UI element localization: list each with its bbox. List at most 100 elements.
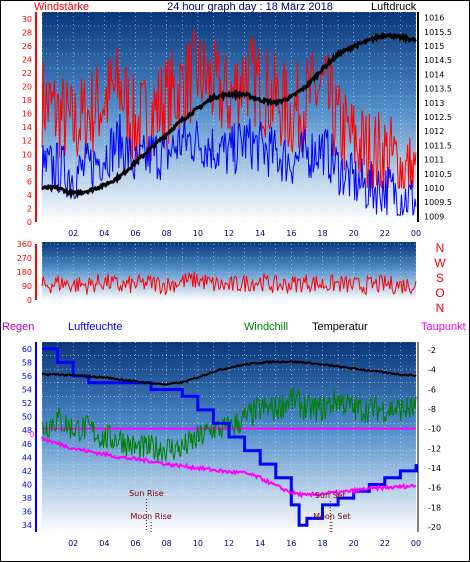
luftdruck-tick-1015.5: 1015.5 bbox=[424, 28, 452, 37]
panel3-xtick-08-3: 08 bbox=[162, 539, 172, 548]
panel1-xtick-00-11: 00 bbox=[411, 229, 421, 238]
luftdruck-tick-1011: 1011 bbox=[424, 156, 444, 165]
panel1-xtick-16-7: 16 bbox=[286, 229, 296, 238]
panel1-xtick-10-4: 10 bbox=[193, 229, 203, 238]
annotation-moon-set: Moon Set bbox=[313, 512, 350, 521]
windstaerke-tick-4: 4 bbox=[27, 191, 32, 200]
luftdruck-tick-1016: 1016 bbox=[424, 14, 444, 23]
luftfeuchte-tick-36: 36 bbox=[22, 508, 32, 517]
taupunkt-line bbox=[41, 436, 417, 499]
direction-n-bottom: N bbox=[436, 301, 445, 315]
panel3-xtick-16-7: 16 bbox=[286, 539, 296, 548]
temperatur-label: Temperatur bbox=[312, 321, 368, 333]
luftdruck-tick-1009.5: 1009.5 bbox=[424, 198, 452, 207]
temperatur-tick--18: -18 bbox=[428, 503, 441, 512]
windstaerke-tick-10: 10 bbox=[22, 150, 32, 159]
direction-tick-270: 270 bbox=[17, 254, 32, 263]
panel1-xtick-22-10: 22 bbox=[380, 229, 390, 238]
luftdruck-tick-1011.5: 1011.5 bbox=[424, 141, 452, 150]
panel3-xtick-20-9: 20 bbox=[349, 539, 359, 548]
windstaerke-tick-30: 30 bbox=[22, 15, 32, 24]
direction-s: S bbox=[436, 271, 444, 285]
direction-n-top: N bbox=[436, 241, 445, 255]
wind-speed-line bbox=[41, 113, 417, 217]
panel1-xtick-02-0: 02 bbox=[68, 229, 78, 238]
temperatur-tick--10: -10 bbox=[428, 425, 441, 434]
luftfeuchte-tick-40: 40 bbox=[22, 481, 32, 490]
windstaerke-tick-26: 26 bbox=[22, 42, 32, 51]
windstaerke-tick-0: 0 bbox=[27, 218, 32, 227]
temperatur-tick--8: -8 bbox=[428, 405, 436, 414]
panel1-xtick-18-8: 18 bbox=[317, 229, 327, 238]
windstaerke-tick-12: 12 bbox=[22, 137, 32, 146]
windstaerke-tick-28: 28 bbox=[22, 28, 32, 37]
luftfeuchte-tick-46: 46 bbox=[22, 440, 32, 449]
chart-title: 24 hour graph day : 18 März 2018 bbox=[167, 1, 333, 13]
luftdruck-tick-1010.5: 1010.5 bbox=[424, 170, 452, 179]
panel1-xtick-06-2: 06 bbox=[130, 229, 140, 238]
luftdruck-tick-1012.5: 1012.5 bbox=[424, 113, 452, 122]
windstaerke-tick-2: 2 bbox=[27, 204, 32, 213]
pressure-line bbox=[41, 31, 417, 200]
annotation-moon-rise: Moon Rise bbox=[130, 512, 171, 521]
windstaerke-tick-16: 16 bbox=[22, 110, 32, 119]
annotation-sun-set: Sun Set bbox=[315, 491, 346, 500]
luftfeuchte-tick-58: 58 bbox=[22, 358, 32, 367]
luftfeuchte-tick-48: 48 bbox=[22, 426, 32, 435]
luftdruck-tick-1013.5: 1013.5 bbox=[424, 85, 452, 94]
panel3-xtick-18-8: 18 bbox=[317, 539, 327, 548]
panel1-xtick-08-3: 08 bbox=[162, 229, 172, 238]
direction-tick-0: 0 bbox=[27, 296, 32, 305]
windstaerke-tick-8: 8 bbox=[27, 164, 32, 173]
luftdruck-tick-1015: 1015 bbox=[424, 42, 444, 51]
luftfeuchte-tick-42: 42 bbox=[22, 467, 32, 476]
windstaerke-tick-18: 18 bbox=[22, 96, 32, 105]
direction-tick-180: 180 bbox=[17, 268, 32, 277]
panel3-xtick-10-4: 10 bbox=[193, 539, 203, 548]
regen-label: Regen bbox=[2, 321, 34, 333]
direction-tick-360: 360 bbox=[17, 240, 32, 249]
panel3-xtick-02-0: 02 bbox=[68, 539, 78, 548]
panel3-xtick-00-11: 00 bbox=[411, 539, 421, 548]
luftfeuchte-tick-34: 34 bbox=[22, 521, 32, 530]
direction-w: W bbox=[434, 256, 446, 270]
luftfeuchte-tick-38: 38 bbox=[22, 494, 32, 503]
luftdruck-tick-1013: 1013 bbox=[424, 99, 444, 108]
luftfeuchte-tick-52: 52 bbox=[22, 399, 32, 408]
windstaerke-tick-6: 6 bbox=[27, 177, 32, 186]
luftdruck-label: Luftdruck bbox=[371, 1, 417, 13]
direction-tick-90: 90 bbox=[22, 282, 32, 291]
regen-zero-label: 0 bbox=[30, 430, 35, 439]
panel1-xtick-20-9: 20 bbox=[349, 229, 359, 238]
luftfeuchte-tick-44: 44 bbox=[22, 453, 32, 462]
temperatur-tick--6: -6 bbox=[428, 385, 436, 394]
windstaerke-tick-22: 22 bbox=[22, 69, 32, 78]
luftdruck-tick-1014.5: 1014.5 bbox=[424, 56, 452, 65]
panel3-xtick-04-1: 04 bbox=[99, 539, 109, 548]
annotation-sun-rise: Sun Rise bbox=[129, 489, 164, 498]
panel1-xtick-12-5: 12 bbox=[224, 229, 234, 238]
taupunkt-label: Taupunkt bbox=[421, 321, 466, 333]
luftdruck-tick-1010: 1010 bbox=[424, 184, 444, 193]
luftfeuchte-label: Luftfeuchte bbox=[68, 321, 122, 333]
luftdruck-tick-1009: 1009 bbox=[424, 212, 444, 221]
panel3-xtick-14-6: 14 bbox=[255, 539, 265, 548]
panel1-xtick-14-6: 14 bbox=[255, 229, 265, 238]
wind-gust-line bbox=[41, 29, 417, 189]
luftfeuchte-tick-54: 54 bbox=[22, 386, 32, 395]
luftdruck-tick-1014: 1014 bbox=[424, 70, 444, 79]
temperatur-tick--2: -2 bbox=[428, 346, 436, 355]
windstaerke-tick-20: 20 bbox=[22, 83, 32, 92]
wind-direction-line bbox=[41, 271, 417, 296]
luftdruck-tick-1012: 1012 bbox=[424, 127, 444, 136]
temperatur-tick--16: -16 bbox=[428, 484, 441, 493]
luftfeuchte-tick-60: 60 bbox=[22, 345, 32, 354]
temperatur-tick--4: -4 bbox=[428, 366, 436, 375]
luftfeuchte-tick-56: 56 bbox=[22, 372, 32, 381]
windstaerke-label: Windstärke bbox=[34, 1, 89, 13]
panel3-xtick-22-10: 22 bbox=[380, 539, 390, 548]
direction-o: O bbox=[435, 286, 444, 300]
windchill-label: Windchill bbox=[244, 321, 288, 333]
